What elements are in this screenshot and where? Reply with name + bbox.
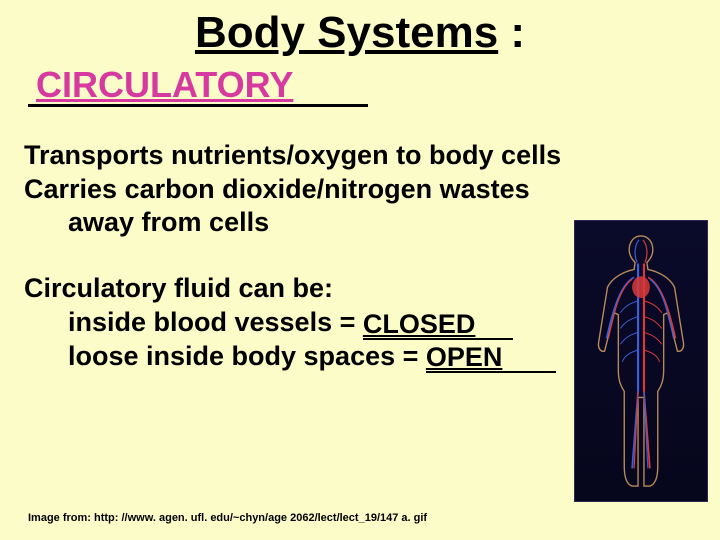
line-4-lead: inside blood vessels = [68,307,363,337]
anatomy-figure [574,220,708,502]
circulatory-system-icon [575,221,707,501]
line-5-blank: OPEN [426,344,556,373]
subtitle-blank: CIRCULATORY [28,66,368,107]
title-tail: : [498,8,525,57]
title-underlined: Body Systems [195,8,498,57]
line-4-fill: CLOSED [363,309,476,339]
line-2a: Carries carbon dioxide/nitrogen wastes [24,173,696,207]
subtitle-label: CIRCULATORY [28,64,301,105]
page-title: Body Systems : [0,0,720,58]
line-4-blank: CLOSED [363,311,513,340]
image-credit: Image from: http: //www. agen. ufl. edu/… [28,512,427,524]
line-1: Transports nutrients/oxygen to body cell… [24,139,696,173]
line-5-fill: OPEN [426,342,503,372]
line-5-lead: loose inside body spaces = [68,341,426,371]
subtitle-row: CIRCULATORY [0,64,720,107]
